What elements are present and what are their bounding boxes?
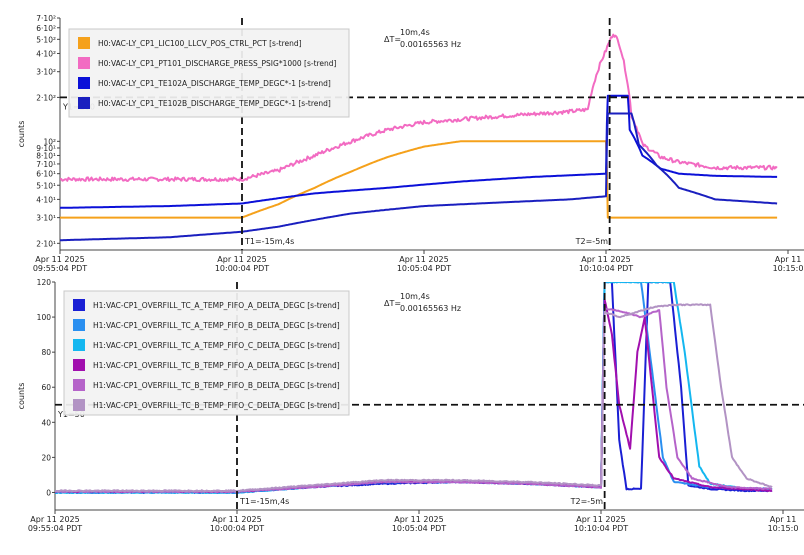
x-tick-label: Apr 11 2025 09:55:04 PDT bbox=[28, 515, 82, 533]
y-tick-label: 6·10¹ bbox=[36, 170, 56, 179]
series-line bbox=[55, 303, 773, 493]
x-tick-label-line1: Apr 11 bbox=[770, 515, 797, 524]
x-tick-label-line1: Apr 11 2025 bbox=[576, 515, 625, 524]
x-tick-label-line2: 10:10:04 PDT bbox=[579, 264, 633, 273]
legend-label: H0:VAC-LY_CP1_LIC100_LLCV_POS_CTRL_PCT [… bbox=[98, 39, 302, 48]
x-tick-label-line2: 10:10:04 PDT bbox=[574, 524, 628, 533]
legend-label: H1:VAC-CP1_OVERFILL_TC_B_TEMP_FIFO_A_DEL… bbox=[93, 361, 340, 370]
x-tick-label-line1: Apr 11 2025 bbox=[212, 515, 261, 524]
x-tick-label-line2: 10:00:04 PDT bbox=[215, 264, 269, 273]
legend-box bbox=[63, 290, 350, 416]
x-tick-label-line1: Apr 11 2025 bbox=[581, 255, 630, 264]
x-tick-label: Apr 11 2025 09:55:04 PDT bbox=[33, 255, 87, 273]
legend-swatch bbox=[73, 359, 85, 371]
y-tick-label: 20 bbox=[41, 453, 51, 462]
y-tick-label: 3·10¹ bbox=[36, 214, 56, 223]
chart-panel-1: counts 2·10¹ 3·10¹ 4·10¹ 5·10¹ 6·10¹7·10¹8·10… bbox=[17, 14, 804, 273]
cursor-t1-label: T1=-15m,4s bbox=[244, 237, 294, 246]
x-tick-label-line1: Apr 11 bbox=[775, 255, 802, 264]
x-tick-label: Apr 11 2025 10:05:04 PDT bbox=[392, 515, 446, 533]
x-tick-label-line1: Apr 11 2025 bbox=[30, 515, 79, 524]
legend-label: H1:VAC-CP1_OVERFILL_TC_A_TEMP_FIFO_A_DEL… bbox=[93, 301, 340, 310]
delta-label: ΔT= bbox=[384, 299, 401, 308]
legend-swatch bbox=[78, 57, 90, 69]
delta-time: 10m,4s bbox=[400, 28, 430, 37]
legend-swatch bbox=[78, 37, 90, 49]
legend-swatch bbox=[73, 319, 85, 331]
legend-label: H0:VAC-LY_CP1_PT101_DISCHARGE_PRESS_PSIG… bbox=[98, 59, 337, 68]
x-tick-label-line1: Apr 11 2025 bbox=[35, 255, 84, 264]
x-tick-label-line2: 10:05:04 PDT bbox=[397, 264, 451, 273]
y-tick-label: 3·10² bbox=[36, 68, 56, 77]
legend-label: H1:VAC-CP1_OVERFILL_TC_B_TEMP_FIFO_C_DEL… bbox=[93, 401, 340, 410]
series-line bbox=[60, 112, 778, 242]
legend-swatch bbox=[78, 77, 90, 89]
series-line bbox=[60, 140, 778, 219]
x-tick-label: Apr 11 2025 10:00:04 PDT bbox=[210, 515, 264, 533]
legend-swatch bbox=[78, 97, 90, 109]
x-tick-label: Apr 11 2025 10:10:04 PDT bbox=[574, 515, 628, 533]
legend-swatch bbox=[73, 339, 85, 351]
series-group bbox=[60, 33, 778, 242]
y-tick-label: 7·10¹ bbox=[36, 160, 56, 169]
legend-swatch bbox=[73, 299, 85, 311]
cursor-t2-label: T2=-5m bbox=[575, 237, 609, 246]
x-tick-label: Apr 11 2025 10:05:04 PDT bbox=[397, 255, 451, 273]
x-tick-label-line1: Apr 11 2025 bbox=[399, 255, 448, 264]
y-tick-label: 4·10¹ bbox=[36, 195, 56, 204]
cursor-t2-label: T2=-5m bbox=[570, 497, 604, 506]
x-tick-label-line2: 10:15:0 bbox=[768, 524, 799, 533]
y-tick-label: 100 bbox=[37, 313, 52, 322]
series-line bbox=[60, 33, 778, 183]
x-tick-label-line2: 10:00:04 PDT bbox=[210, 524, 264, 533]
legend-label: H1:VAC-CP1_OVERFILL_TC_A_TEMP_FIFO_C_DEL… bbox=[93, 341, 340, 350]
x-tick-label: Apr 11 10:15:0 bbox=[773, 255, 804, 273]
legend-swatch bbox=[73, 379, 85, 391]
x-tick-label: Apr 11 2025 10:00:04 PDT bbox=[215, 255, 269, 273]
y-axis-label: counts bbox=[17, 121, 26, 148]
y-tick-label: 7·10² bbox=[36, 14, 56, 23]
delta-frequency: 0.00165563 Hz bbox=[400, 304, 461, 313]
legend-label: H0:VAC-LY_CP1_TE102B_DISCHARGE_TEMP_DEGC… bbox=[98, 99, 331, 108]
y-tick-label: 2·10² bbox=[36, 93, 56, 102]
series-line bbox=[55, 307, 773, 494]
y-tick-label: 2·10¹ bbox=[36, 239, 56, 248]
delta-time: 10m,4s bbox=[400, 292, 430, 301]
y-tick-label: 4·10² bbox=[36, 49, 56, 58]
x-tick-label-line2: 10:15:0 bbox=[773, 264, 804, 273]
delta-label: ΔT= bbox=[384, 35, 401, 44]
x-tick-label-line2: 10:05:04 PDT bbox=[392, 524, 446, 533]
x-tick-label-line2: 09:55:04 PDT bbox=[28, 524, 82, 533]
legend-box bbox=[68, 28, 350, 118]
cursor-t1-label: T1=-15m,4s bbox=[239, 497, 289, 506]
y-tick-label: 80 bbox=[41, 348, 51, 357]
y-tick-label: 8·10¹ bbox=[36, 151, 56, 160]
y-tick-label: 0 bbox=[46, 488, 51, 497]
y-tick-label: 5·10¹ bbox=[36, 181, 56, 190]
legend-label: H1:VAC-CP1_OVERFILL_TC_B_TEMP_FIFO_B_DEL… bbox=[93, 381, 340, 390]
legend-label: H0:VAC-LY_CP1_TE102A_DISCHARGE_TEMP_DEGC… bbox=[98, 79, 331, 88]
y-tick-label: 120 bbox=[37, 278, 52, 287]
legend-label: H1:VAC-CP1_OVERFILL_TC_A_TEMP_FIFO_B_DEL… bbox=[93, 321, 340, 330]
y-tick-label: 60 bbox=[41, 383, 51, 392]
y-tick-label: 9·10¹ bbox=[36, 144, 56, 153]
x-tick-label: Apr 11 10:15:0 bbox=[768, 515, 799, 533]
y-tick-label: 10² bbox=[43, 137, 56, 146]
legend-swatch bbox=[73, 399, 85, 411]
y-axis-label: counts bbox=[17, 383, 26, 410]
x-tick-label: Apr 11 2025 10:10:04 PDT bbox=[579, 255, 633, 273]
y-tick-label: 5·10² bbox=[36, 35, 56, 44]
delta-frequency: 0.00165563 Hz bbox=[400, 40, 461, 49]
y-tick-label: 40 bbox=[41, 418, 51, 427]
legend: H1:VAC-CP1_OVERFILL_TC_A_TEMP_FIFO_A_DEL… bbox=[63, 290, 350, 416]
x-tick-label-line1: Apr 11 2025 bbox=[394, 515, 443, 524]
x-tick-label-line1: Apr 11 2025 bbox=[217, 255, 266, 264]
legend: H0:VAC-LY_CP1_LIC100_LLCV_POS_CTRL_PCT [… bbox=[68, 28, 350, 118]
x-tick-label-line2: 09:55:04 PDT bbox=[33, 264, 87, 273]
y-tick-label: 6·10² bbox=[36, 24, 56, 33]
series-group bbox=[55, 282, 773, 494]
